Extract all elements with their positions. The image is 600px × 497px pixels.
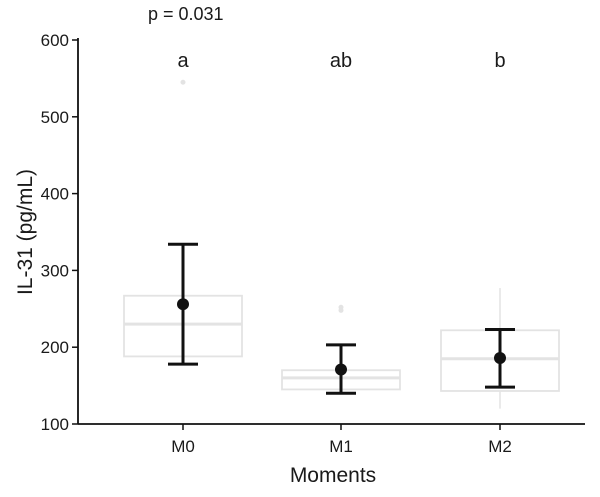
x-tick-label: M2 (488, 437, 512, 456)
y-tick-label: 600 (41, 31, 69, 50)
significance-letter: ab (330, 50, 352, 72)
y-tick-label: 500 (41, 108, 69, 127)
x-axis-title: Moments (290, 464, 376, 487)
box-outlier (338, 304, 344, 310)
significance-letter: a (177, 50, 189, 72)
mean-point (494, 351, 506, 364)
y-tick-label: 200 (41, 338, 69, 357)
x-tick-label: M1 (329, 437, 353, 456)
box-outlier (180, 79, 186, 85)
p-value-annotation: p = 0.031 (148, 4, 224, 24)
y-tick-label: 400 (41, 185, 69, 204)
x-tick-label: M0 (171, 437, 195, 456)
y-tick-label: 100 (41, 415, 69, 434)
significance-letter: b (494, 50, 505, 72)
mean-point (177, 298, 189, 311)
mean-point (335, 363, 347, 376)
y-tick-label: 300 (41, 261, 69, 280)
y-axis-title: IL-31 (pg/mL) (14, 169, 37, 295)
